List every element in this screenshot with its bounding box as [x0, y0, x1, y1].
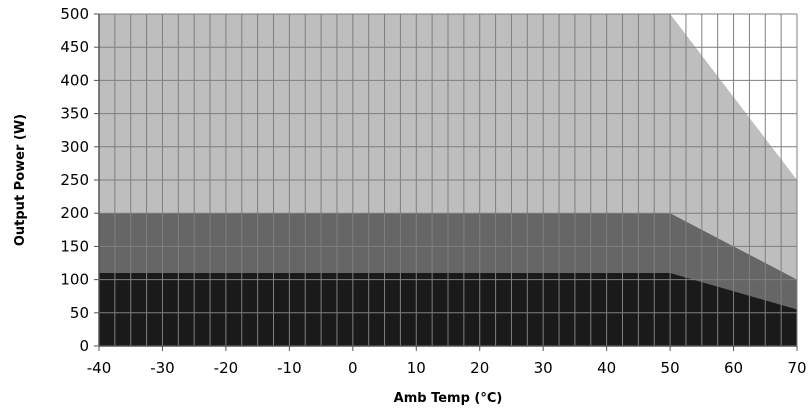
y-tick-label: 200 [60, 204, 89, 222]
x-tick-label: -20 [214, 359, 239, 377]
x-tick-label: 50 [661, 359, 680, 377]
x-tick-label: 30 [534, 359, 553, 377]
x-tick-label: -40 [87, 359, 112, 377]
y-tick-label: 150 [60, 237, 89, 255]
y-tick-label: 500 [60, 5, 89, 23]
x-tick-label: -10 [277, 359, 302, 377]
y-tick-label: 400 [60, 71, 89, 89]
x-tick-labels: -40 -30 -20 -10 0 10 20 30 40 50 60 70 [87, 346, 807, 377]
y-tick-label: 350 [60, 105, 89, 123]
y-tick-label: 0 [79, 337, 89, 355]
x-tick-label: 10 [407, 359, 426, 377]
y-tick-label: 450 [60, 38, 89, 56]
y-axis-label: Output Power (W) [13, 114, 28, 246]
x-tick-label: 60 [724, 359, 743, 377]
y-tick-labels: 0 50 100 150 200 250 300 350 400 450 500 [60, 5, 99, 355]
y-tick-label: 250 [60, 171, 89, 189]
y-tick-label: 50 [70, 304, 89, 322]
x-tick-label: 70 [787, 359, 806, 377]
x-tick-label: 0 [348, 359, 358, 377]
x-tick-label: 20 [470, 359, 489, 377]
x-axis-label: Amb Temp (°C) [394, 391, 503, 406]
x-tick-label: 40 [597, 359, 616, 377]
y-tick-label: 100 [60, 271, 89, 289]
y-tick-label: 300 [60, 138, 89, 156]
x-tick-label: -30 [150, 359, 175, 377]
